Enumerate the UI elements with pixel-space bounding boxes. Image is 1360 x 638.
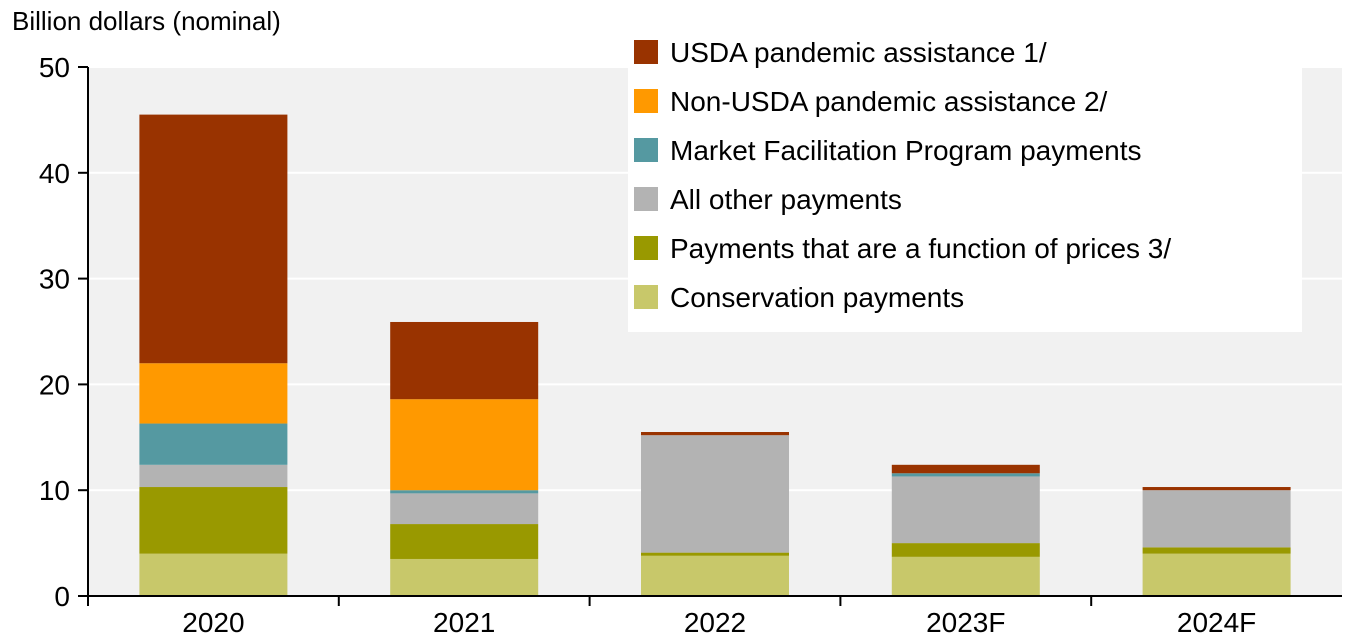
legend-swatch bbox=[634, 187, 658, 211]
y-tick-label: 20 bbox=[39, 369, 70, 400]
bar-segment bbox=[641, 435, 789, 553]
y-tick-label: 30 bbox=[39, 264, 70, 295]
y-tick-label: 40 bbox=[39, 158, 70, 189]
bar-segment bbox=[1142, 490, 1291, 548]
bar-segment bbox=[139, 423, 288, 465]
x-tick-label: 2023F bbox=[926, 607, 1005, 638]
bar-segment bbox=[390, 399, 539, 491]
bar-segment bbox=[641, 552, 789, 556]
bar-segment bbox=[390, 321, 539, 400]
bar-segment bbox=[139, 487, 288, 554]
x-tick-label: 2021 bbox=[433, 607, 495, 638]
legend-swatch bbox=[634, 138, 658, 162]
legend-box bbox=[628, 30, 1302, 332]
legend-swatch bbox=[634, 40, 658, 64]
legend-label: Non-USDA pandemic assistance 2/ bbox=[670, 86, 1108, 117]
bar-segment bbox=[891, 473, 1040, 477]
legend: USDA pandemic assistance 1/Non-USDA pand… bbox=[628, 30, 1302, 332]
x-tick-label: 2020 bbox=[182, 607, 244, 638]
bars-group bbox=[139, 114, 1291, 596]
x-tick-label: 2024F bbox=[1177, 607, 1256, 638]
bar-segment bbox=[1142, 487, 1291, 491]
legend-label: All other payments bbox=[670, 184, 902, 215]
axes-group: 0 10 20 30 40 50 2020 2021 2022 2023F 2024F bbox=[39, 52, 1342, 638]
bar-segment bbox=[139, 553, 288, 596]
bar-segment bbox=[390, 558, 539, 596]
legend-swatch bbox=[634, 89, 658, 113]
bar-segment bbox=[641, 432, 789, 436]
bar-segment bbox=[891, 556, 1040, 596]
bar-segment bbox=[139, 464, 288, 488]
y-axis-label: Billion dollars (nominal) bbox=[12, 6, 281, 36]
bar-segment bbox=[139, 363, 288, 424]
legend-label: Market Facilitation Program payments bbox=[670, 135, 1142, 166]
bar-segment bbox=[891, 543, 1040, 557]
legend-swatch bbox=[634, 285, 658, 309]
y-tick-label: 10 bbox=[39, 475, 70, 506]
y-tick-label: 0 bbox=[54, 581, 70, 612]
bar-segment bbox=[390, 490, 539, 494]
x-tick-label: 2022 bbox=[684, 607, 746, 638]
bar-segment bbox=[390, 524, 539, 559]
legend-swatch bbox=[634, 236, 658, 260]
bar-segment bbox=[1142, 553, 1291, 596]
bar-segment bbox=[390, 493, 539, 525]
legend-label: Payments that are a function of prices 3… bbox=[670, 233, 1171, 264]
bar-segment bbox=[139, 114, 288, 364]
y-tick-label: 50 bbox=[39, 52, 70, 83]
bar-segment bbox=[891, 464, 1040, 474]
legend-label: Conservation payments bbox=[670, 282, 964, 313]
bar-segment bbox=[891, 476, 1040, 544]
bar-segment bbox=[1142, 547, 1291, 554]
bar-segment bbox=[641, 555, 789, 596]
legend-label: USDA pandemic assistance 1/ bbox=[670, 37, 1047, 68]
